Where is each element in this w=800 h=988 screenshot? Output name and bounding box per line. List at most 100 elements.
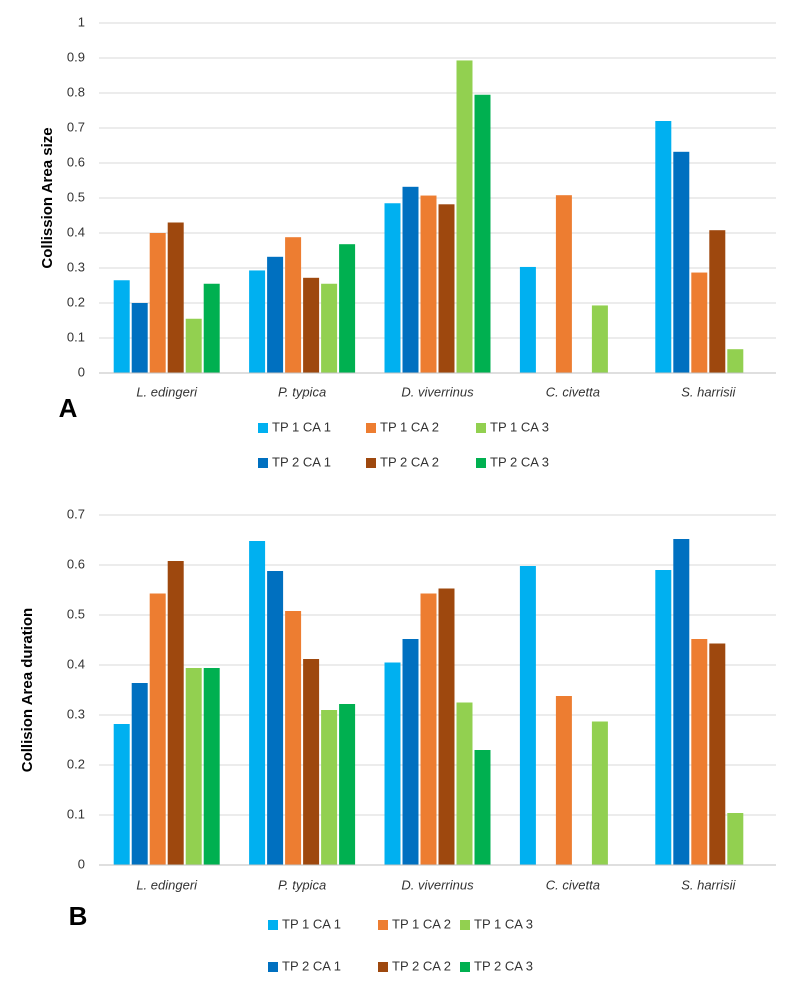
x-tick-label: P. typica [278,384,326,399]
y-axis-title: Collision Area duration [19,608,36,772]
bar [673,151,690,373]
y-tick-label: 0.1 [67,329,85,344]
legend-label: TP 2 CA 1 [282,958,341,973]
x-tick-label: P. typica [278,877,326,892]
bar [591,305,608,373]
y-tick-label: 0.7 [67,506,85,521]
bar [321,283,338,373]
x-tick-label: D. viverrinus [401,877,474,892]
x-tick-label: C. civetta [546,384,600,399]
legend-swatch [476,423,486,433]
bar [555,696,572,865]
panel-label: A [59,393,78,423]
x-tick-label: D. viverrinus [401,384,474,399]
y-tick-label: 0.3 [67,706,85,721]
y-tick-label: 0.6 [67,154,85,169]
y-tick-label: 0.4 [67,224,85,239]
y-tick-label: 0.6 [67,556,85,571]
y-tick-label: 0.2 [67,294,85,309]
legend-swatch [476,458,486,468]
bar [402,639,419,865]
legend-swatch [378,962,388,972]
bar [203,283,220,373]
legend-label: TP 1 CA 2 [380,419,439,434]
x-tick-label: S. harrisii [681,877,736,892]
bar [420,593,437,865]
panel-label: B [69,901,88,931]
legend-swatch [268,962,278,972]
x-tick-label: C. civetta [546,877,600,892]
bar [185,668,202,865]
bar [303,659,320,865]
bar [709,643,726,865]
bar [474,94,491,373]
legend-swatch [460,962,470,972]
bar [303,277,320,373]
bar [113,280,130,373]
bar [339,704,356,865]
legend-label: TP 2 CA 1 [272,454,331,469]
y-tick-label: 0.5 [67,606,85,621]
bar [655,570,672,865]
legend-label: TP 2 CA 3 [474,958,533,973]
bar [456,702,473,865]
bar [131,303,148,373]
bar [203,668,220,865]
y-tick-label: 0.5 [67,189,85,204]
legend-label: TP 1 CA 1 [272,419,331,434]
x-tick-label: L. edingeri [136,877,198,892]
bar [285,237,302,373]
legend-swatch [258,423,268,433]
bar [321,710,338,865]
bar [727,349,744,373]
bar [113,724,130,865]
x-tick-label: S. harrisii [681,384,736,399]
bar [727,813,744,865]
bar [185,318,202,373]
bar [167,222,184,373]
legend-swatch [258,458,268,468]
x-tick-label: L. edingeri [136,384,198,399]
y-tick-label: 0.2 [67,756,85,771]
y-axis-title: Collission Area size [39,127,56,268]
bar [438,204,455,373]
bar [149,233,166,373]
bar [519,566,536,865]
y-tick-label: 0.3 [67,259,85,274]
bar [267,256,284,373]
bar [555,195,572,373]
bar [474,750,491,865]
y-tick-label: 0.8 [67,84,85,99]
legend-swatch [366,423,376,433]
legend-swatch [460,920,470,930]
legend-label: TP 1 CA 3 [474,916,533,931]
bar [384,203,401,373]
bar [420,195,437,373]
bar [691,639,708,865]
legend-label: TP 1 CA 2 [392,916,451,931]
bar [438,588,455,865]
bar [285,611,302,865]
bar [131,683,148,865]
bar [519,266,536,373]
y-tick-label: 1 [78,14,85,29]
bar [249,541,266,865]
y-tick-label: 0 [78,364,85,379]
bar [591,721,608,865]
bar [167,561,184,865]
bar [384,662,401,865]
bar [456,60,473,373]
bar [249,270,266,373]
bar [691,272,708,373]
legend-label: TP 1 CA 1 [282,916,341,931]
legend-label: TP 1 CA 3 [490,419,549,434]
bar [402,186,419,373]
bar [709,230,726,373]
legend-swatch [378,920,388,930]
bar [673,539,690,865]
legend-swatch [366,458,376,468]
y-tick-label: 0.9 [67,49,85,64]
bar [267,571,284,865]
bar [149,593,166,865]
